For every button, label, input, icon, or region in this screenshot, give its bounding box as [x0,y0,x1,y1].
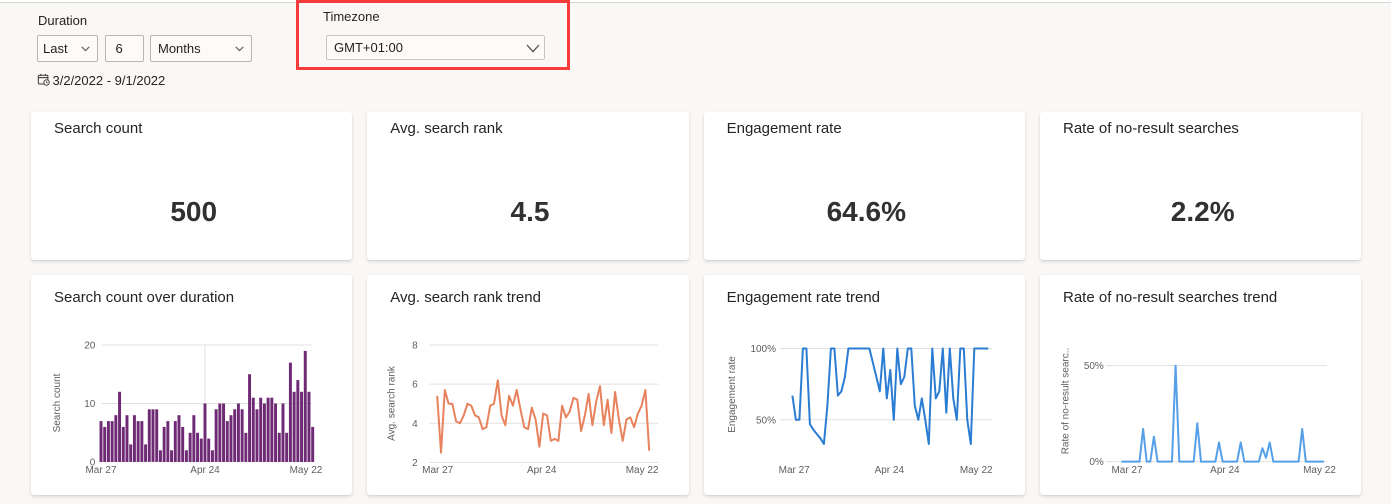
svg-text:Rate of no-result searc..: Rate of no-result searc.. [1060,347,1071,454]
svg-text:Search count: Search count [52,373,63,432]
svg-text:Apr 24: Apr 24 [874,464,904,475]
svg-text:May 22: May 22 [959,464,992,475]
svg-text:Engagement rate: Engagement rate [727,355,738,432]
svg-text:10: 10 [84,398,96,409]
svg-text:100%: 100% [750,344,776,355]
svg-text:Mar 27: Mar 27 [85,464,117,475]
svg-text:50%: 50% [1084,361,1104,372]
svg-text:Apr 24: Apr 24 [1210,464,1240,475]
svg-text:8: 8 [412,340,418,351]
svg-text:Avg. search rank: Avg. search rank [387,366,398,441]
svg-text:0: 0 [90,457,96,468]
svg-text:50%: 50% [756,415,776,426]
svg-text:Apr 24: Apr 24 [190,464,220,475]
svg-text:Mar 27: Mar 27 [778,464,810,475]
svg-text:Mar 27: Mar 27 [1111,464,1143,475]
svg-text:2: 2 [412,457,418,468]
svg-text:May 22: May 22 [290,464,323,475]
svg-text:Apr 24: Apr 24 [527,464,557,475]
svg-text:4: 4 [412,418,418,429]
svg-text:May 22: May 22 [626,464,659,475]
svg-text:0%: 0% [1089,457,1104,468]
svg-text:Mar 27: Mar 27 [422,464,454,475]
svg-text:20: 20 [84,340,96,351]
svg-text:6: 6 [412,379,418,390]
svg-text:May 22: May 22 [1303,464,1336,475]
